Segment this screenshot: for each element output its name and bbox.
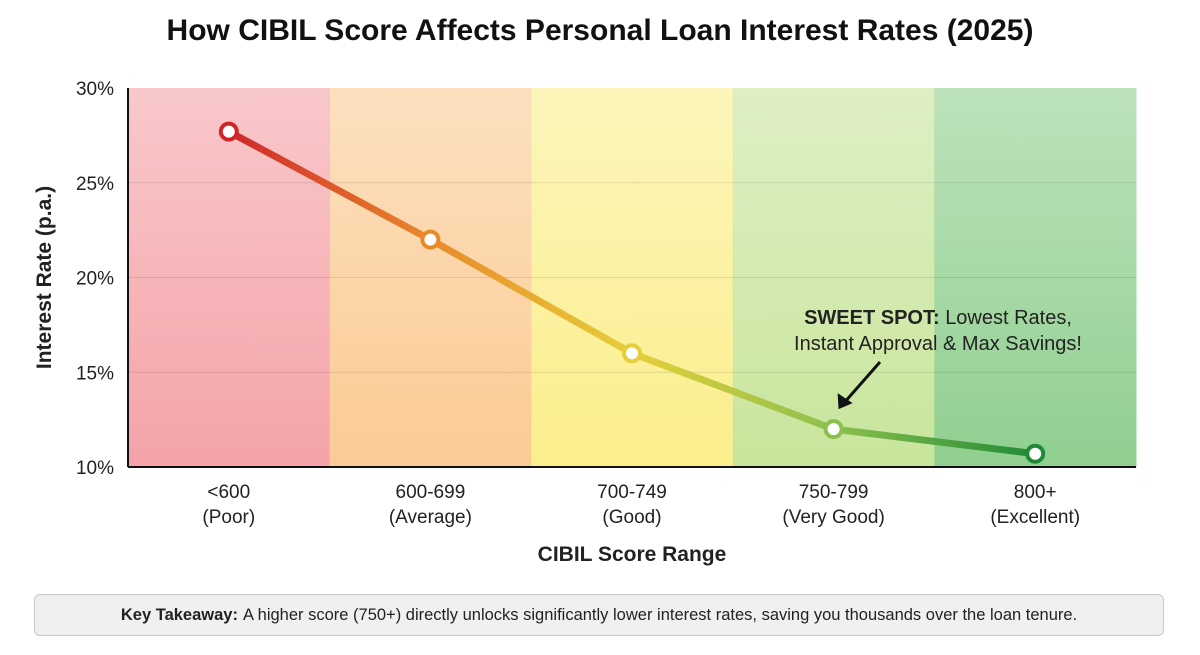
x-tick-range: 750-799 <box>799 482 869 503</box>
y-tick-label: 15% <box>76 363 114 384</box>
x-tick-tier: (Good) <box>602 507 661 528</box>
x-tick-tier: (Very Good) <box>782 507 884 528</box>
annotation-arrow <box>844 361 882 403</box>
x-tick-range: 600-699 <box>396 482 466 503</box>
data-point <box>622 343 642 364</box>
x-axis-label: CIBIL Score Range <box>538 543 727 566</box>
score-band-0 <box>128 88 331 467</box>
y-tick-label: 30% <box>76 79 114 100</box>
x-tick-range: 800+ <box>1014 482 1057 503</box>
key-takeaway-box: Key Takeaway: A higher score (750+) dire… <box>34 594 1164 636</box>
data-point <box>420 229 441 250</box>
x-tick-tier: (Poor) <box>202 507 255 528</box>
x-tick-tier: (Excellent) <box>990 507 1080 528</box>
line-chart: 10% 15% 20% 25% 30% <600 (Poor) 600-699 (Average… <box>33 79 1137 566</box>
arrow-head-icon <box>837 393 853 410</box>
y-tick-label: 25% <box>76 174 114 195</box>
y-tick-label: 10% <box>76 458 114 479</box>
takeaway-text: A higher score (750+) directly unlocks s… <box>242 605 1078 624</box>
data-point <box>1025 443 1046 464</box>
x-tick-tier: (Average) <box>389 507 472 528</box>
takeaway-label: Key Takeaway: <box>120 605 238 624</box>
y-axis-label: Interest Rate (p.a.) <box>33 186 56 369</box>
x-tick-range: 700-749 <box>597 482 667 503</box>
data-point <box>823 419 844 440</box>
score-band-4 <box>934 88 1137 467</box>
annotation-line1: SWEET SPOT: Lowest Rates, <box>804 307 1072 329</box>
data-point <box>218 121 239 142</box>
chart-title: How CIBIL Score Affects Personal Loan In… <box>166 14 1034 47</box>
y-tick-label: 20% <box>76 269 114 290</box>
score-band-2 <box>531 88 734 467</box>
x-tick-range: <600 <box>207 482 250 503</box>
annotation-line2: Instant Approval & Max Savings! <box>794 333 1082 355</box>
